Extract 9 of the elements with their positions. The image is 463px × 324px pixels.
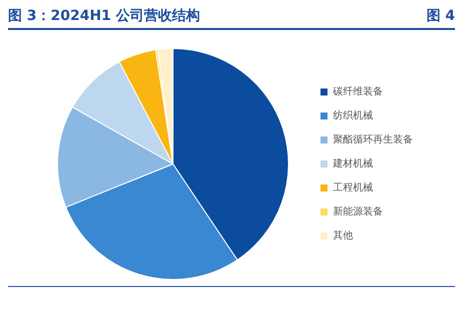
legend-label: 纺织机械: [333, 110, 373, 122]
caption: 图 4: [426, 7, 455, 26]
legend-label: 新能源装备: [333, 206, 383, 218]
legend-label: 建材机械: [332, 158, 373, 170]
legend-label: 工程机械: [333, 182, 373, 194]
legend-label: 碳纤维装备: [332, 86, 383, 98]
chart-title: 图 3：2024H1 公司营收结构: [8, 7, 200, 26]
legend-label: 聚酯循环再生装备: [333, 134, 413, 146]
legend-label: 其他: [333, 230, 353, 242]
